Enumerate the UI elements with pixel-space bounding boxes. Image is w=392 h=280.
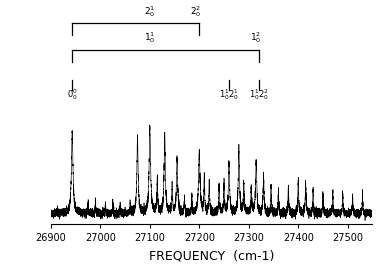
Text: $1^1_02^2_0$: $1^1_02^2_0$ xyxy=(249,87,269,102)
X-axis label: FREQUENCY  (cm-1): FREQUENCY (cm-1) xyxy=(149,250,274,263)
Text: $1^2_0$: $1^2_0$ xyxy=(250,31,261,45)
Text: $1^1_0$: $1^1_0$ xyxy=(143,31,155,45)
Text: $2^2_0$: $2^2_0$ xyxy=(191,4,202,19)
Text: $1^1_02^1_0$: $1^1_02^1_0$ xyxy=(219,87,239,102)
Text: $2^1_0$: $2^1_0$ xyxy=(144,4,156,19)
Text: $0^0_0$: $0^0_0$ xyxy=(67,87,78,102)
